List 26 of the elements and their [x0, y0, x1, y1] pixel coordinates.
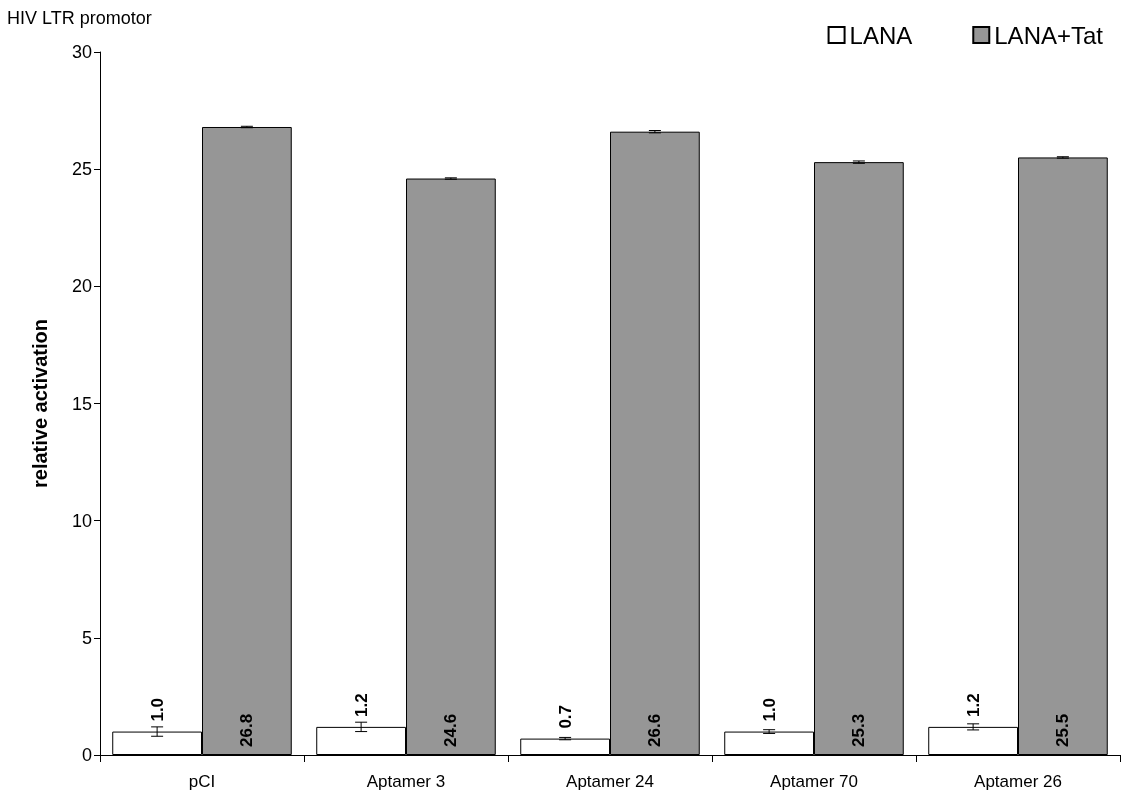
- x-tick-label: Aptamer 24: [566, 772, 654, 791]
- data-label: 1.0: [759, 697, 779, 722]
- data-label: 1.2: [351, 693, 371, 717]
- x-tick-label: Aptamer 26: [974, 772, 1062, 791]
- y-axis-title: relative activation: [29, 319, 51, 488]
- legend-label: LANA: [849, 21, 913, 49]
- y-tick-label: 0: [81, 745, 92, 765]
- x-tick-label: Aptamer 3: [366, 772, 446, 791]
- data-label: 24.6: [441, 713, 461, 747]
- data-label: 26.8: [237, 713, 257, 747]
- data-label: 25.5: [1053, 713, 1073, 747]
- data-label: 1.0: [147, 697, 167, 722]
- chart-title: HIV LTR promotor: [7, 8, 152, 28]
- y-tick-label: 10: [71, 510, 92, 531]
- y-tick-label: 15: [71, 393, 92, 414]
- y-tick-label: 25: [71, 159, 92, 180]
- data-label: 26.6: [645, 713, 665, 747]
- legend-label: LANA+Tat: [994, 21, 1104, 49]
- x-tick-label: Aptamer 70: [770, 772, 858, 791]
- y-tick-label: 30: [71, 42, 92, 62]
- y-tick-label: 5: [81, 627, 92, 648]
- data-label: 25.3: [849, 713, 869, 747]
- y-tick-label: 20: [71, 276, 92, 297]
- x-tick-label: pCI: [188, 772, 216, 791]
- data-label: 1.2: [963, 693, 983, 717]
- data-label: 0.7: [555, 704, 575, 729]
